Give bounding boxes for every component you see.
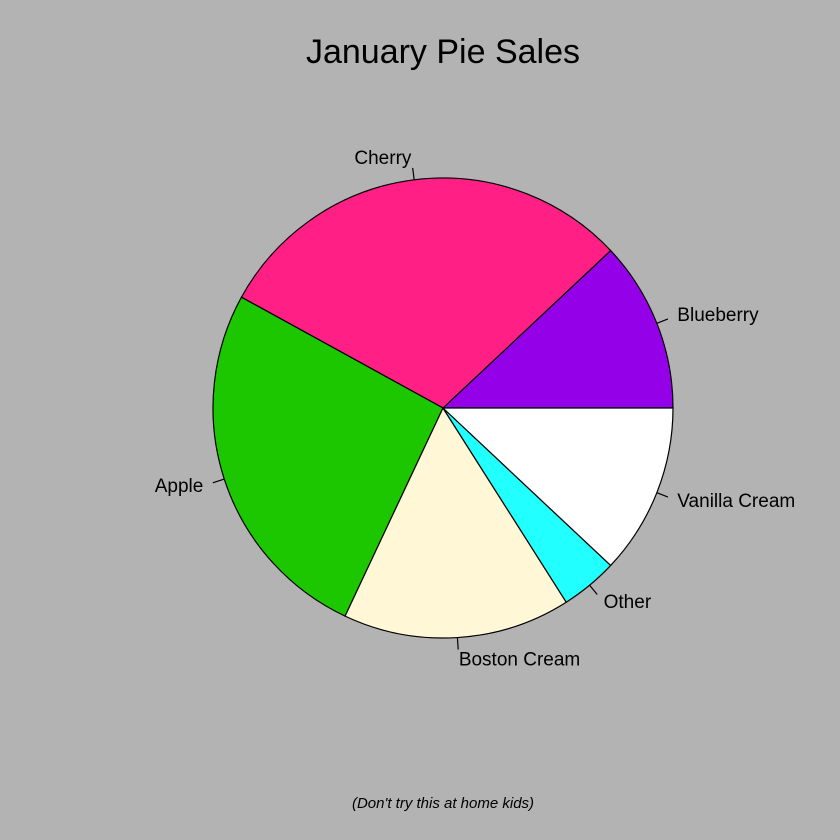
slice-label: Cherry xyxy=(354,148,412,169)
slice-label: Apple xyxy=(155,476,204,497)
slice-tick xyxy=(456,637,459,650)
pie-slice-blueberry xyxy=(441,249,674,409)
slice-ticks xyxy=(212,167,669,650)
pie-slice-boston-cream xyxy=(344,406,568,639)
pie-slice-vanilla-cream xyxy=(441,407,674,567)
slice-label: Other xyxy=(604,592,652,613)
slice-tick xyxy=(212,478,225,484)
slice-tick xyxy=(412,167,415,180)
chart-title: January Pie Sales xyxy=(306,33,580,71)
slice-label: Boston Cream xyxy=(459,650,580,671)
pie-slice-cherry xyxy=(240,177,612,409)
slice-label: Vanilla Cream xyxy=(677,491,795,512)
slice-tick xyxy=(589,584,598,595)
pie-slices xyxy=(212,177,674,639)
slice-tick xyxy=(656,492,669,498)
chart-caption: (Don't try this at home kids) xyxy=(352,795,534,812)
slice-label: Blueberry xyxy=(677,305,759,326)
slice-tick xyxy=(656,318,669,324)
slice-labels: Blueberry Cherry Apple Boston Cream Other Van… xyxy=(155,148,796,671)
